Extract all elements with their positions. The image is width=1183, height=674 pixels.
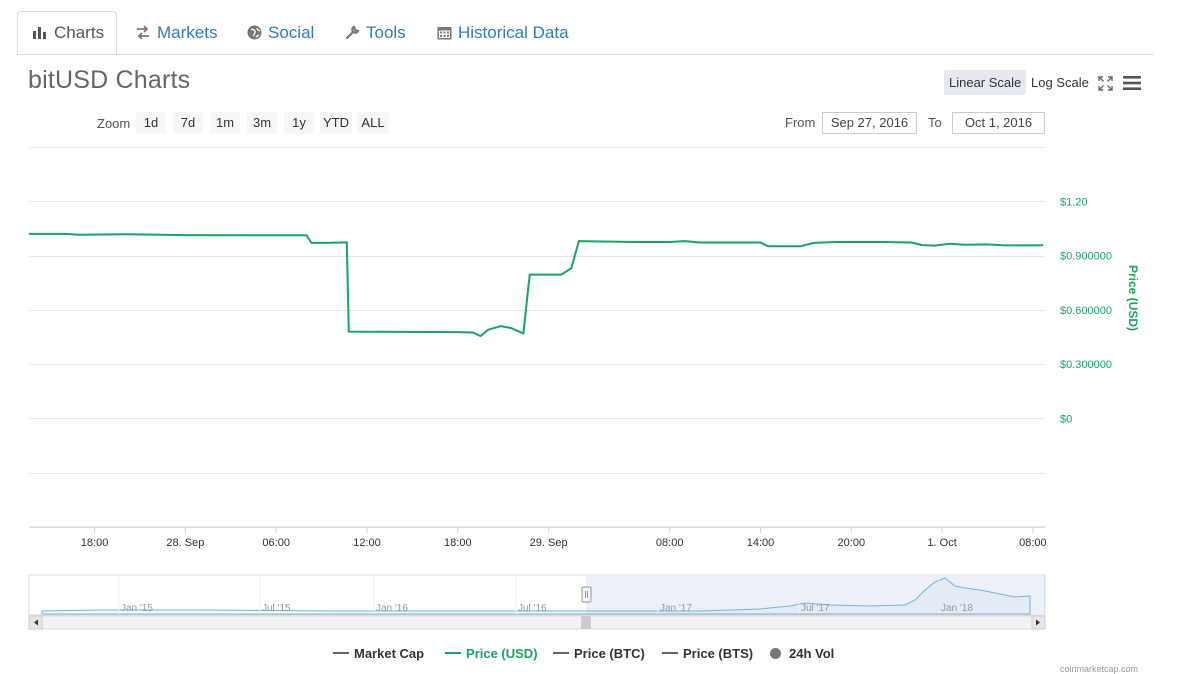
legend-label: Market Cap [354, 645, 425, 661]
from-date-input[interactable]: Sep 27, 2016 [822, 112, 917, 134]
x-tick-label: 08:00 [1019, 537, 1047, 549]
tab-markets[interactable]: Markets [135, 11, 217, 54]
scroll-left-arrow-icon [34, 619, 38, 626]
zoom-1y-button[interactable]: 1y [284, 112, 314, 134]
y-tick-label: $0.300000 [1060, 359, 1112, 371]
zoom-7d-button[interactable]: 7d [173, 112, 203, 134]
legend-dot [770, 647, 781, 659]
from-label: From [785, 115, 816, 130]
price-usd-series-line [29, 232, 1044, 338]
y-tick-label: $0 [1060, 413, 1072, 425]
x-tick-label: 18:00 [444, 537, 472, 549]
zoom-label: Zoom [97, 116, 131, 131]
navigator-series-area [41, 577, 1031, 615]
x-tick-label: 1. Oct [927, 537, 956, 549]
legend-item-24h-vol[interactable]: 24h Vol [770, 644, 834, 662]
navigator-tick-label: Jul '16 [518, 603, 547, 614]
zoom-1d-button[interactable]: 1d [136, 112, 166, 134]
scrollbar-track[interactable] [28, 615, 1046, 630]
legend-label: 24h Vol [789, 645, 835, 661]
scroll-right-arrow-icon [1036, 619, 1040, 626]
zoom-all-button[interactable]: ALL [357, 112, 389, 134]
bar-chart-icon [33, 26, 48, 39]
tab-bar: Charts Markets Social Tools Historical D… [17, 11, 1154, 55]
legend-swatch [662, 652, 678, 654]
navigator-tick-label: Jan '17 [660, 603, 692, 614]
tab-label: Markets [157, 22, 218, 42]
legend-swatch [333, 652, 349, 654]
y-axis-label: Price (USD) [1126, 265, 1140, 331]
y-tick-label: $1.20 [1060, 196, 1088, 208]
tab-social[interactable]: Social [247, 11, 314, 54]
x-tick-label: 14:00 [747, 537, 775, 549]
navigator-tick-label: Jul '17 [801, 603, 830, 614]
exchange-icon [135, 26, 151, 39]
navigator-tick-label: Jan '18 [941, 603, 973, 614]
legend-label: Price (BTS) [683, 645, 754, 661]
to-label: To [928, 115, 942, 130]
navigator-frame [28, 574, 1046, 616]
menu-icon[interactable] [1123, 75, 1141, 91]
fullscreen-icon[interactable] [1097, 75, 1113, 91]
x-tick-label: 20:00 [838, 537, 866, 549]
navigator-tick-label: Jan '15 [121, 603, 153, 614]
navigator-left-handle[interactable] [581, 586, 592, 603]
navigator-mask [586, 576, 1045, 614]
navigator[interactable]: Jan '15 Jul '15 Jan '16 Jul '16 Jan '17 Jul '… [28, 574, 1046, 616]
tab-label: Historical Data [458, 22, 569, 42]
tab-label: Social [268, 22, 315, 42]
log-scale-button[interactable]: Log Scale [1031, 75, 1089, 90]
legend-label: Price (BTC) [574, 645, 645, 661]
y-tick-label: $0.900000 [1060, 251, 1112, 263]
scrollbar-thumb[interactable] [581, 616, 591, 629]
zoom-ytd-button[interactable]: YTD [320, 112, 352, 134]
y-tick-label: $0.600000 [1060, 305, 1112, 317]
x-tick-label: 12:00 [353, 537, 381, 549]
legend-item-price-usd[interactable]: Price (USD) [445, 644, 538, 662]
tab-charts[interactable]: Charts [17, 11, 117, 54]
tab-historical-data[interactable]: Historical Data [437, 11, 569, 54]
legend-item-market-cap[interactable]: Market Cap [333, 644, 424, 662]
navigator-tick-label: Jan '16 [376, 603, 408, 614]
tab-label: Tools [366, 22, 406, 42]
credit-link[interactable]: coinmarketcap.com [1060, 664, 1139, 674]
linear-scale-button[interactable]: Linear Scale [944, 70, 1027, 95]
x-tick-label: 08:00 [656, 537, 684, 549]
tab-tools[interactable]: Tools [345, 11, 406, 54]
legend-label: Price (USD) [466, 645, 538, 661]
x-tick-label: 06:00 [262, 537, 290, 549]
legend-item-price-btc[interactable]: Price (BTC) [553, 644, 645, 662]
legend-item-price-bts[interactable]: Price (BTS) [662, 644, 753, 662]
price-chart: $0 $0.300000 $0.600000 $0.900000 $1.20 Price… [28, 147, 1140, 630]
x-tick-label: 18:00 [81, 537, 109, 549]
navigator-tick-label: Jul '15 [262, 603, 291, 614]
zoom-3m-button[interactable]: 3m [247, 112, 277, 134]
globe-icon [247, 25, 262, 40]
calendar-icon [437, 25, 452, 40]
legend-swatch [553, 652, 569, 654]
legend-swatch [445, 652, 461, 654]
zoom-1m-button[interactable]: 1m [210, 112, 240, 134]
to-date-input[interactable]: Oct 1, 2016 [952, 112, 1045, 134]
x-tick-label: 28. Sep [166, 537, 204, 549]
wrench-icon [345, 25, 360, 40]
x-tick-label: 29. Sep [530, 537, 568, 549]
page-title: bitUSD Charts [28, 66, 191, 94]
navigator-scrollbar[interactable] [28, 615, 1046, 630]
tab-label: Charts [54, 22, 105, 42]
